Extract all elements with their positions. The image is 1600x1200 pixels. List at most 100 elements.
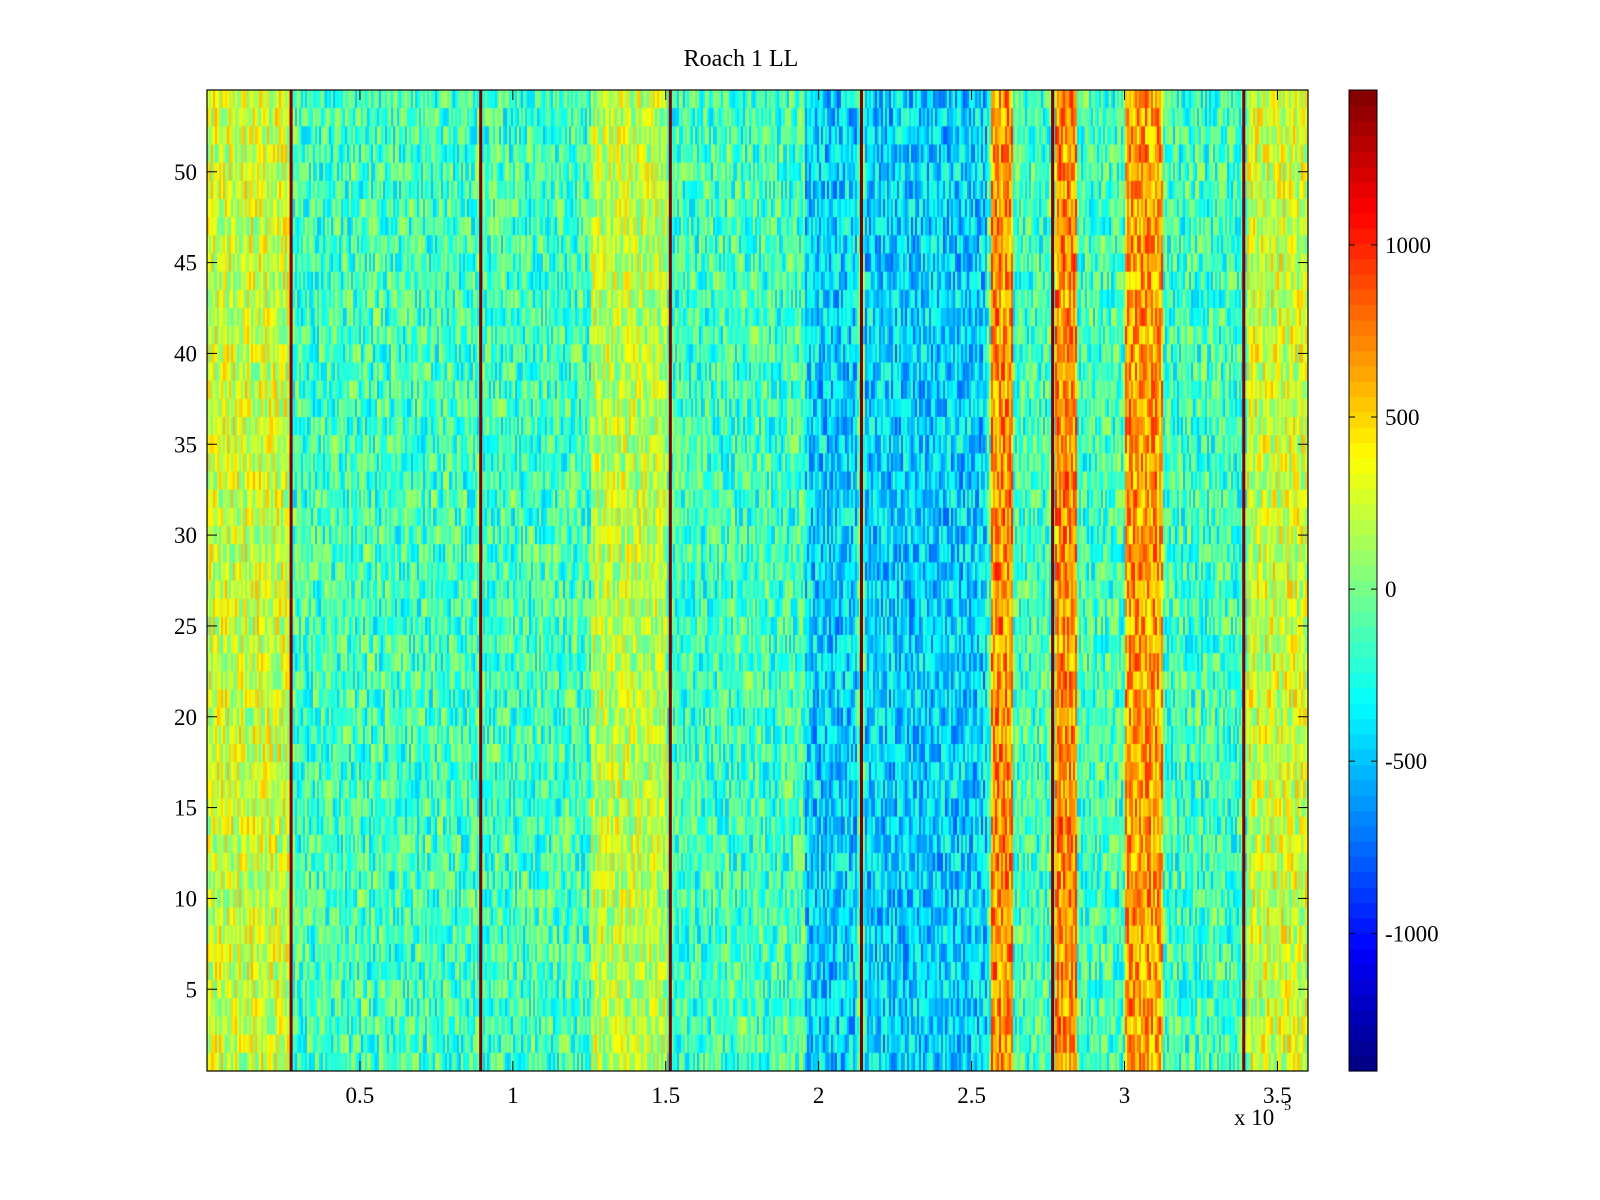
colorbar-tick-label: 500 xyxy=(1385,405,1420,430)
colorbar-segment xyxy=(1349,687,1377,704)
colorbar-segment xyxy=(1349,442,1377,459)
colorbar-segment xyxy=(1349,795,1377,812)
vertical-line-2 xyxy=(479,90,483,1071)
x-exponent-superscript: 5 xyxy=(1284,1099,1291,1114)
y-tick-label: 15 xyxy=(174,796,197,821)
heatmap-plot: 0.5 1 1.5 2 2.5 3 3.5 5 10 15 20 25 30 35 40 45 50 xyxy=(174,89,1309,1108)
colorbar-segment xyxy=(1349,381,1377,398)
colorbar-segment xyxy=(1349,151,1377,168)
colorbar-segment xyxy=(1349,289,1377,306)
colorbar-segment xyxy=(1349,1040,1377,1057)
y-tick-label: 35 xyxy=(174,432,197,457)
colorbar-segment xyxy=(1349,1009,1377,1026)
colorbar-segment xyxy=(1349,917,1377,934)
colorbar-segment xyxy=(1349,994,1377,1011)
y-tick-label: 45 xyxy=(174,251,197,276)
x-tick-label: 2.5 xyxy=(957,1083,986,1108)
colorbar-tick-label: 1000 xyxy=(1385,233,1431,258)
colorbar-segment xyxy=(1349,365,1377,382)
heatmap-cells xyxy=(207,90,1308,1071)
colorbar-segment xyxy=(1349,733,1377,750)
colorbar-segment xyxy=(1349,948,1377,965)
colorbar-segment xyxy=(1349,672,1377,689)
colorbar-segment xyxy=(1349,641,1377,658)
colorbar-segment xyxy=(1349,749,1377,766)
colorbar-segment xyxy=(1349,166,1377,183)
colorbar-segment xyxy=(1349,764,1377,781)
colorbar-segment xyxy=(1349,457,1377,474)
vertical-line-4 xyxy=(859,90,863,1071)
colorbar-segment xyxy=(1349,519,1377,536)
colorbar-segment xyxy=(1349,227,1377,244)
colorbar-segment xyxy=(1349,902,1377,919)
colorbar-segment xyxy=(1349,90,1377,106)
colorbar-segment xyxy=(1349,473,1377,490)
colorbar-segment xyxy=(1349,657,1377,674)
colorbar-segment xyxy=(1349,887,1377,903)
plot-frame xyxy=(206,89,1309,1072)
colorbar-segment xyxy=(1349,810,1377,827)
colorbar-segment xyxy=(1349,120,1377,137)
colorbar-segment xyxy=(1349,105,1377,122)
x-exponent-label: x 10 xyxy=(1234,1105,1274,1130)
colorbar-segment xyxy=(1349,503,1377,520)
x-tick-label: 3.5 xyxy=(1263,1083,1292,1108)
colorbar-segment xyxy=(1349,411,1377,428)
colorbar-segment xyxy=(1349,718,1377,735)
colorbar-segment xyxy=(1349,197,1377,214)
colorbar-segment xyxy=(1349,273,1377,290)
x-tick-label: 1.5 xyxy=(651,1083,680,1108)
colorbar-segment xyxy=(1349,979,1377,995)
colorbar-segment xyxy=(1349,304,1377,321)
colorbar-segment xyxy=(1349,135,1377,152)
vertical-line-1 xyxy=(289,90,293,1071)
colorbar-tick-label: 0 xyxy=(1385,577,1397,602)
x-tick-label: 0.5 xyxy=(346,1083,375,1108)
x-tick-label: 1 xyxy=(507,1083,519,1108)
colorbar: -1000 -500 0 500 1000 xyxy=(1348,89,1439,1072)
colorbar-segment xyxy=(1349,319,1377,336)
colorbar-segment xyxy=(1349,825,1377,842)
colorbar-segment xyxy=(1349,933,1377,949)
colorbar-segment xyxy=(1349,488,1377,505)
vertical-line-6 xyxy=(1242,90,1246,1071)
y-tick-label: 25 xyxy=(174,614,197,639)
y-tick-label: 5 xyxy=(186,977,198,1002)
colorbar-segment xyxy=(1349,595,1377,612)
y-tick-label: 50 xyxy=(174,160,197,185)
colorbar-segment xyxy=(1349,243,1377,260)
vertical-line-5 xyxy=(1051,90,1055,1071)
y-tick-label: 20 xyxy=(174,705,197,730)
y-tick-label: 30 xyxy=(174,523,197,548)
colorbar-segment xyxy=(1349,856,1377,873)
colorbar-segment xyxy=(1349,181,1377,198)
colorbar-segment xyxy=(1349,1055,1377,1072)
colorbar-segment xyxy=(1349,611,1377,628)
vertical-line-3 xyxy=(668,90,672,1071)
colorbar-segment xyxy=(1349,779,1377,796)
colorbar-segment xyxy=(1349,580,1377,597)
colorbar-segment xyxy=(1349,963,1377,980)
colorbar-segment xyxy=(1349,534,1377,551)
y-tick-label: 40 xyxy=(174,341,197,366)
colorbar-segment xyxy=(1349,427,1377,444)
colorbar-segment xyxy=(1349,626,1377,643)
colorbar-segment xyxy=(1349,396,1377,413)
colorbar-tick-label: -500 xyxy=(1385,749,1427,774)
x-tick-label: 2 xyxy=(813,1083,825,1108)
colorbar-segment xyxy=(1349,212,1377,229)
colorbar-segment xyxy=(1349,565,1377,582)
colorbar-frame xyxy=(1348,89,1378,1072)
colorbar-segment xyxy=(1349,1025,1377,1041)
colorbar-segment xyxy=(1349,335,1377,352)
colorbar-segment xyxy=(1349,350,1377,367)
y-tick-label: 10 xyxy=(174,886,197,911)
colorbar-segment xyxy=(1349,549,1377,566)
colorbar-tick-label: -1000 xyxy=(1385,921,1439,946)
x-tick-label: 3 xyxy=(1119,1083,1131,1108)
colorbar-segment xyxy=(1349,871,1377,888)
chart-title: Roach 1 LL xyxy=(684,46,799,72)
colorbar-segment xyxy=(1349,258,1377,275)
colorbar-segment xyxy=(1349,703,1377,720)
